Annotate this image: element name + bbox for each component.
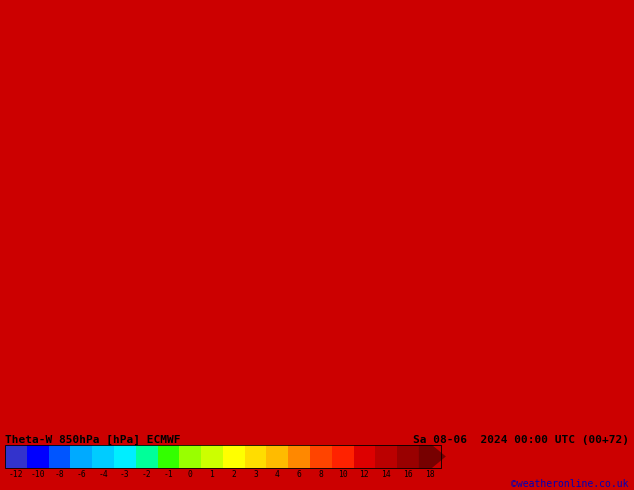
Text: 0: 0 xyxy=(188,470,193,479)
Text: 3: 3 xyxy=(253,470,258,479)
Text: -10: -10 xyxy=(30,470,45,479)
Bar xyxy=(27,445,49,468)
Bar xyxy=(179,445,201,468)
Text: Theta-W 850hPa [hPa] ECMWF: Theta-W 850hPa [hPa] ECMWF xyxy=(5,435,181,445)
Bar xyxy=(223,445,245,468)
Bar xyxy=(157,445,179,468)
Bar xyxy=(245,445,266,468)
Text: -1: -1 xyxy=(164,470,173,479)
Bar xyxy=(201,445,223,468)
Bar xyxy=(49,445,70,468)
Polygon shape xyxy=(419,445,446,468)
Bar xyxy=(310,445,332,468)
Bar xyxy=(5,445,27,468)
Text: 10: 10 xyxy=(338,470,347,479)
Bar xyxy=(70,445,92,468)
Text: -8: -8 xyxy=(55,470,65,479)
Text: 4: 4 xyxy=(275,470,280,479)
Text: -6: -6 xyxy=(77,470,86,479)
Text: 14: 14 xyxy=(381,470,391,479)
Text: 8: 8 xyxy=(318,470,323,479)
Text: 1: 1 xyxy=(209,470,214,479)
Bar xyxy=(354,445,375,468)
Bar xyxy=(266,445,288,468)
Text: ©weatheronline.co.uk: ©weatheronline.co.uk xyxy=(512,479,629,489)
Bar xyxy=(288,445,310,468)
Bar xyxy=(92,445,114,468)
Text: 18: 18 xyxy=(425,470,435,479)
Text: 16: 16 xyxy=(403,470,413,479)
Text: Sa 08-06  2024 00:00 UTC (00+72): Sa 08-06 2024 00:00 UTC (00+72) xyxy=(413,435,629,445)
Text: -3: -3 xyxy=(120,470,130,479)
Bar xyxy=(5,445,441,468)
Text: -12: -12 xyxy=(9,470,23,479)
Bar xyxy=(397,445,419,468)
Bar xyxy=(114,445,136,468)
Text: -4: -4 xyxy=(98,470,108,479)
Bar xyxy=(136,445,157,468)
Bar xyxy=(375,445,397,468)
Text: 6: 6 xyxy=(297,470,302,479)
Text: 2: 2 xyxy=(231,470,236,479)
Bar xyxy=(332,445,354,468)
Text: -2: -2 xyxy=(142,470,152,479)
Text: 12: 12 xyxy=(359,470,369,479)
